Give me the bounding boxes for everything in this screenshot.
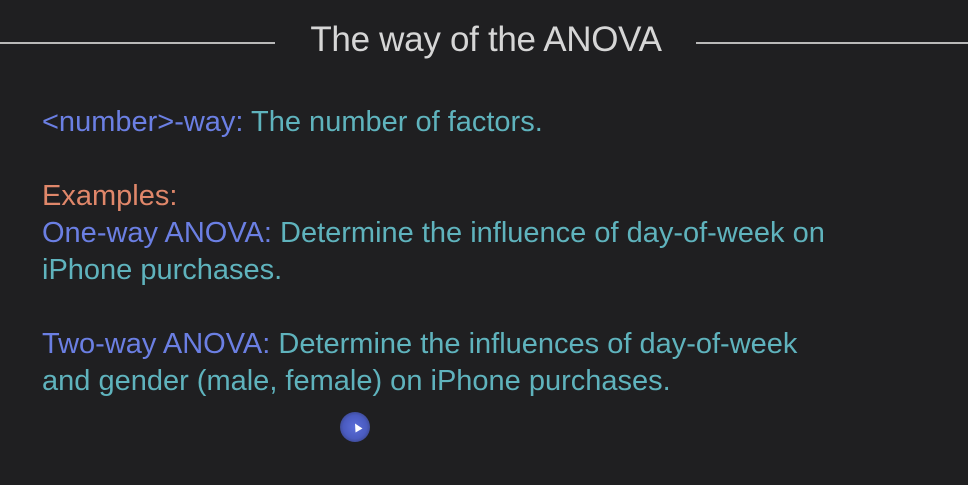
- examples-label: Examples:: [42, 180, 178, 212]
- title-row: The way of the ANOVA: [0, 14, 968, 70]
- example-one-term: One-way ANOVA:: [42, 217, 272, 249]
- slide-content: <number>-way: The number of factors. Exa…: [42, 104, 942, 400]
- example-one-text-1: Determine the influence of day-of-week o…: [271, 217, 825, 249]
- slide-title: The way of the ANOVA: [310, 20, 662, 59]
- mouse-cursor-icon: [340, 412, 370, 442]
- spacer: [42, 289, 942, 326]
- example-one-text-2: iPhone purchases.: [42, 254, 283, 286]
- title-divider-right: [696, 42, 968, 44]
- title-divider-left: [0, 42, 275, 44]
- spacer: [42, 141, 942, 178]
- definition-line: <number>-way: The number of factors.: [42, 104, 942, 141]
- cursor-arrow-icon: [351, 421, 363, 433]
- examples-label-line: Examples:: [42, 178, 942, 215]
- example-two-line-1: Two-way ANOVA: Determine the influences …: [42, 326, 942, 363]
- example-two-text-2: and gender (male, female) on iPhone purc…: [42, 365, 671, 397]
- example-two-text-1: Determine the influences of day-of-week: [270, 328, 798, 360]
- definition-term: <number>-way:: [42, 106, 244, 138]
- example-two-line-2: and gender (male, female) on iPhone purc…: [42, 363, 942, 400]
- definition-text: The number of factors.: [243, 106, 543, 138]
- example-one-line-1: One-way ANOVA: Determine the influence o…: [42, 215, 942, 252]
- example-one-line-2: iPhone purchases.: [42, 252, 942, 289]
- example-two-term: Two-way ANOVA:: [42, 328, 271, 360]
